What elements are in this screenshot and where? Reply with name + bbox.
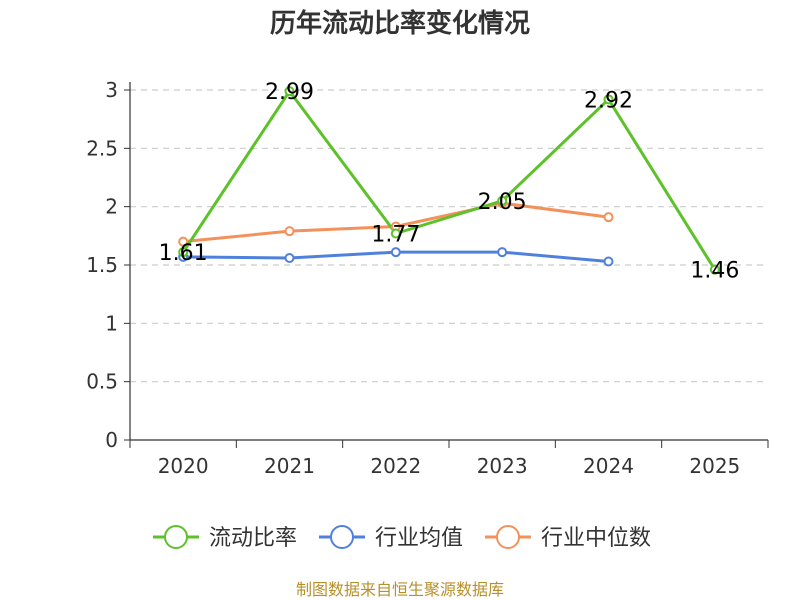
data-label: 2.92 [584, 88, 633, 113]
data-label: 2.99 [265, 80, 314, 105]
source-note: 制图数据来自恒生聚源数据库 [296, 580, 504, 599]
legend-label: 行业中位数 [541, 526, 651, 551]
y-axis-ticks: 0 0.5 1 1.5 2 2.5 3 [86, 78, 130, 452]
series-points [178, 86, 720, 275]
x-axis-ticks: 2020 2021 2022 2023 2024 2025 [129, 440, 769, 478]
x-tick-label: 2023 [477, 454, 528, 478]
data-point [390, 247, 401, 258]
legend-label: 行业均值 [375, 526, 463, 551]
legend-marker [164, 525, 188, 549]
data-label: 1.61 [159, 241, 208, 266]
y-tick-label: 2 [105, 195, 118, 219]
data-label: 2.05 [478, 190, 527, 215]
data-point [497, 195, 508, 206]
x-tick-label: 2020 [158, 454, 209, 478]
y-tick-label: 2.5 [86, 136, 118, 160]
legend: 流动比率 行业均值 行业中位数 [153, 525, 651, 551]
data-point [709, 264, 720, 275]
y-tick-label: 0.5 [86, 370, 118, 394]
chart-title: 历年流动比率变化情况 [270, 8, 530, 39]
data-point [284, 226, 295, 237]
y-tick-label: 1.5 [86, 253, 118, 277]
data-point [178, 236, 189, 247]
grid-lines [130, 89, 768, 383]
series-line [181, 89, 717, 271]
data-point [284, 253, 295, 263]
series-lines [181, 89, 717, 271]
x-tick-label: 2021 [264, 454, 315, 478]
x-tick-label: 2022 [370, 454, 421, 478]
y-tick-label: 1 [105, 311, 118, 335]
legend-label: 流动比率 [209, 526, 297, 551]
x-tick-label: 2024 [583, 454, 634, 478]
data-point [390, 228, 401, 239]
axes [129, 82, 768, 441]
data-point [497, 247, 508, 258]
data-point [603, 94, 614, 105]
data-label: 1.77 [371, 223, 420, 248]
data-point [603, 212, 614, 223]
data-point [603, 256, 614, 267]
x-tick-label: 2025 [689, 454, 740, 478]
y-tick-label: 0 [105, 428, 118, 452]
y-tick-label: 3 [105, 78, 118, 102]
legend-marker [496, 525, 520, 549]
legend-marker [330, 525, 354, 549]
data-point [178, 247, 189, 258]
data-point [284, 86, 295, 97]
data-label: 1.46 [690, 259, 739, 284]
data-labels: 1.61 2.99 1.77 2.05 2.92 1.46 [159, 80, 740, 284]
